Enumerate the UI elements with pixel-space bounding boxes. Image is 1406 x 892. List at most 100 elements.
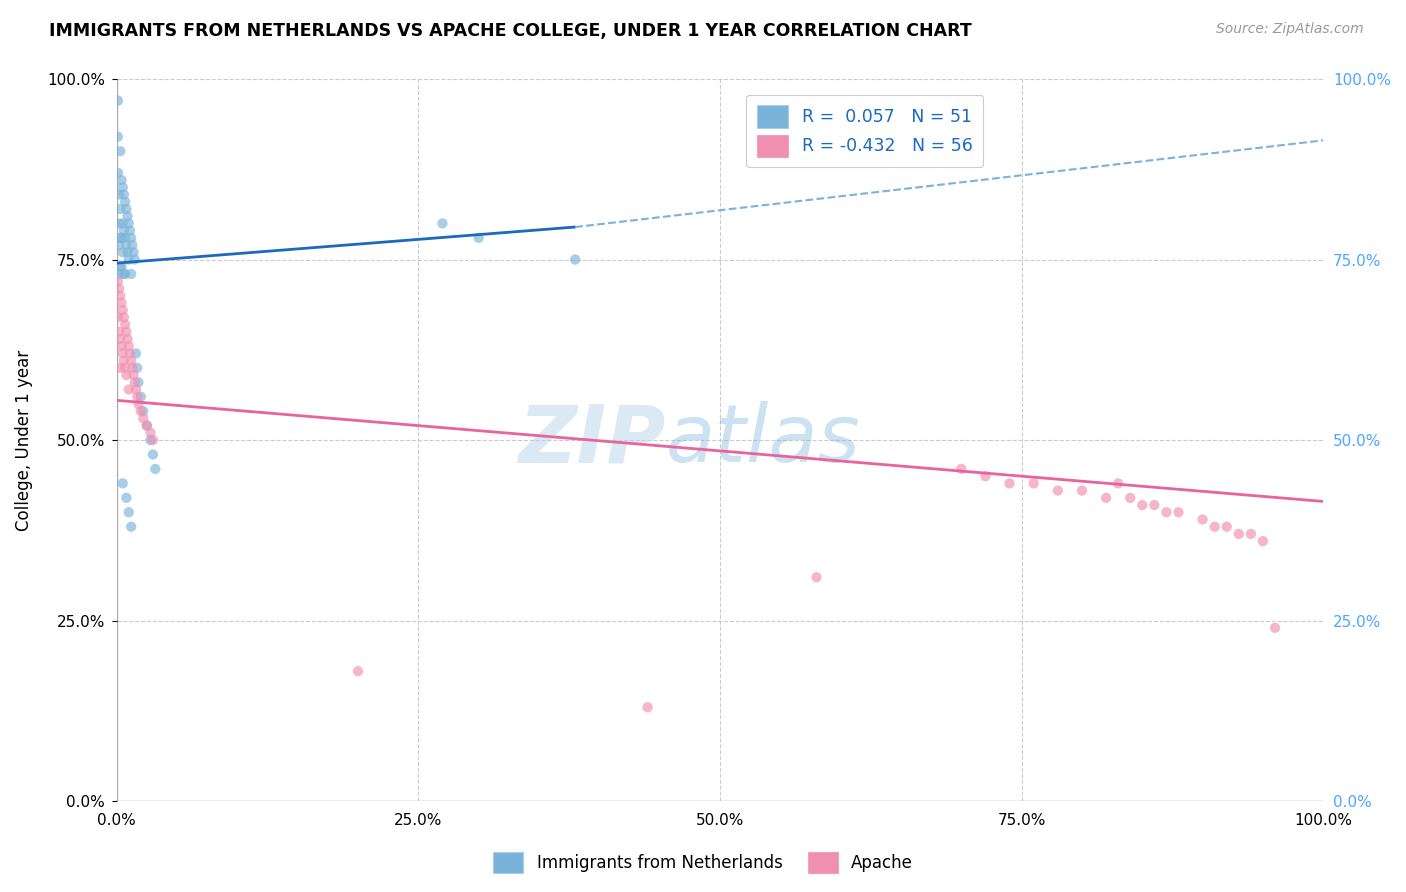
Point xyxy=(118,339,141,353)
Point xyxy=(108,281,131,295)
Point xyxy=(110,231,132,245)
Point xyxy=(117,209,139,223)
Point xyxy=(1167,505,1189,519)
Point xyxy=(127,376,149,390)
Point xyxy=(107,129,129,144)
Point xyxy=(1107,476,1129,491)
Point xyxy=(127,390,149,404)
Point xyxy=(112,310,135,325)
Point xyxy=(132,411,155,425)
Point xyxy=(122,245,145,260)
Point xyxy=(125,383,148,397)
Point xyxy=(107,94,129,108)
Legend: Immigrants from Netherlands, Apache: Immigrants from Netherlands, Apache xyxy=(486,846,920,880)
Point xyxy=(1095,491,1118,505)
Point xyxy=(117,332,139,346)
Point xyxy=(111,245,134,260)
Point xyxy=(114,360,136,375)
Text: ZIP: ZIP xyxy=(519,401,665,479)
Point xyxy=(110,360,132,375)
Point xyxy=(118,505,141,519)
Point xyxy=(111,180,134,194)
Point xyxy=(139,433,162,447)
Point xyxy=(111,303,134,318)
Point xyxy=(114,267,136,281)
Point xyxy=(118,346,141,360)
Point xyxy=(1204,519,1226,533)
Point xyxy=(111,216,134,230)
Point xyxy=(135,418,157,433)
Point xyxy=(1264,621,1286,635)
Point xyxy=(111,346,134,360)
Point xyxy=(120,231,142,245)
Point xyxy=(1227,527,1250,541)
Point xyxy=(120,267,142,281)
Point xyxy=(112,353,135,368)
Point xyxy=(107,166,129,180)
Point xyxy=(110,145,132,159)
Point xyxy=(121,238,143,252)
Point xyxy=(111,476,134,491)
Point xyxy=(1046,483,1069,498)
Point xyxy=(129,390,152,404)
Point xyxy=(139,425,162,440)
Point xyxy=(120,519,142,533)
Point xyxy=(118,216,141,230)
Point xyxy=(142,433,165,447)
Point xyxy=(108,216,131,230)
Point xyxy=(132,404,155,418)
Point xyxy=(1119,491,1142,505)
Legend: R =  0.057   N = 51, R = -0.432   N = 56: R = 0.057 N = 51, R = -0.432 N = 56 xyxy=(747,95,983,168)
Point xyxy=(110,231,132,245)
Point xyxy=(806,570,828,584)
Point xyxy=(115,325,138,339)
Point xyxy=(124,252,146,267)
Point xyxy=(110,173,132,187)
Point xyxy=(112,267,135,281)
Point xyxy=(950,462,973,476)
Text: IMMIGRANTS FROM NETHERLANDS VS APACHE COLLEGE, UNDER 1 YEAR CORRELATION CHART: IMMIGRANTS FROM NETHERLANDS VS APACHE CO… xyxy=(49,22,972,40)
Point xyxy=(110,288,132,302)
Point xyxy=(115,491,138,505)
Point xyxy=(127,360,149,375)
Point xyxy=(117,245,139,260)
Point xyxy=(120,353,142,368)
Point xyxy=(112,187,135,202)
Point xyxy=(1022,476,1045,491)
Point xyxy=(118,383,141,397)
Point xyxy=(432,216,454,230)
Point xyxy=(110,202,132,216)
Point xyxy=(127,397,149,411)
Point xyxy=(1251,534,1274,549)
Point xyxy=(108,267,131,281)
Text: Source: ZipAtlas.com: Source: ZipAtlas.com xyxy=(1216,22,1364,37)
Point xyxy=(114,194,136,209)
Point xyxy=(135,418,157,433)
Point xyxy=(110,296,132,310)
Point xyxy=(110,260,132,274)
Point xyxy=(125,346,148,360)
Point xyxy=(143,462,166,476)
Point xyxy=(121,360,143,375)
Point xyxy=(1216,519,1239,533)
Point xyxy=(122,368,145,382)
Point xyxy=(347,664,370,678)
Point xyxy=(115,368,138,382)
Point xyxy=(124,376,146,390)
Point xyxy=(110,260,132,274)
Point xyxy=(1143,498,1166,512)
Point xyxy=(108,187,131,202)
Point xyxy=(118,252,141,267)
Point xyxy=(114,231,136,245)
Point xyxy=(108,325,131,339)
Point xyxy=(115,202,138,216)
Point xyxy=(1240,527,1263,541)
Y-axis label: College, Under 1 year: College, Under 1 year xyxy=(15,350,32,531)
Point xyxy=(1071,483,1094,498)
Point xyxy=(129,404,152,418)
Point xyxy=(118,224,141,238)
Point xyxy=(110,332,132,346)
Point xyxy=(112,224,135,238)
Point xyxy=(1191,512,1213,526)
Point xyxy=(107,310,129,325)
